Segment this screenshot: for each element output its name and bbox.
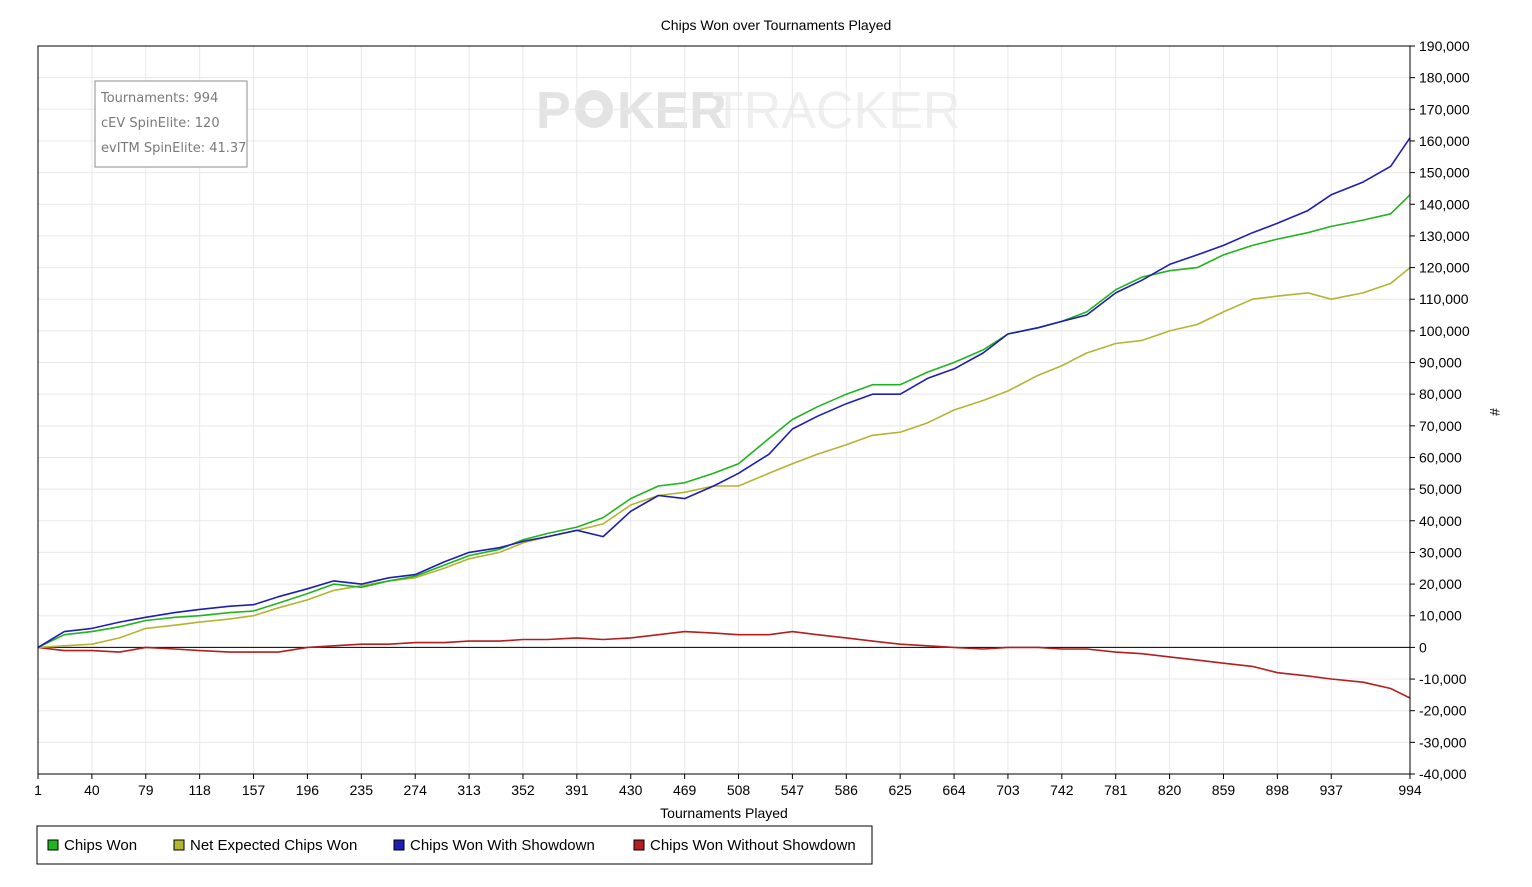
plot-border xyxy=(37,45,1411,775)
x-tick-label: 994 xyxy=(1398,782,1422,798)
y-tick-label: 150,000 xyxy=(1419,165,1470,181)
y-tick-label: 70,000 xyxy=(1419,418,1462,434)
legend-label: Chips Won With Showdown xyxy=(410,837,595,854)
legend-swatch xyxy=(393,839,405,851)
grid xyxy=(38,46,1410,774)
y-tick-label: 160,000 xyxy=(1419,133,1470,149)
series-line-net-expected-chips-won xyxy=(37,266,1411,649)
x-tick-label: 274 xyxy=(404,782,428,798)
y-tick-label: 50,000 xyxy=(1419,481,1462,497)
legend: Chips Won Net Expected Chips Won Chips Won… xyxy=(36,825,873,865)
y-tick-label: 110,000 xyxy=(1419,291,1469,307)
x-tick-label: 235 xyxy=(350,782,374,798)
series-line-chips-won-without-showdown xyxy=(37,630,1411,699)
legend-swatch xyxy=(47,839,59,851)
x-tick-label: 820 xyxy=(1158,782,1182,798)
x-tick-label: 898 xyxy=(1266,782,1290,798)
info-box-frame xyxy=(94,80,248,168)
y-axis-label: # xyxy=(1487,408,1503,416)
info-line-evitm: evITM SpinElite: 41.37 xyxy=(101,141,246,156)
x-tick-label: 118 xyxy=(188,782,211,798)
x-tick-label: 547 xyxy=(781,782,805,798)
legend-label: Net Expected Chips Won xyxy=(190,837,357,854)
x-tick-label: 508 xyxy=(727,782,751,798)
x-tick-label: 391 xyxy=(565,782,589,798)
legend-swatch xyxy=(633,839,645,851)
x-tick-label: 859 xyxy=(1212,782,1236,798)
x-tick-label: 430 xyxy=(619,782,643,798)
y-tick-label: 60,000 xyxy=(1419,449,1462,465)
y-tick-label: 130,000 xyxy=(1419,228,1470,244)
x-axis-label: Tournaments Played xyxy=(660,805,788,821)
y-tick-label: 30,000 xyxy=(1419,544,1462,560)
x-tick-label: 40 xyxy=(84,782,100,798)
x-tick-label: 1 xyxy=(34,782,42,798)
watermark-text-p: P xyxy=(536,82,571,140)
series-line-chips-won xyxy=(37,194,1411,649)
x-tick-label: 313 xyxy=(457,782,481,798)
y-tick-label: 40,000 xyxy=(1419,513,1462,529)
x-tick-label: 157 xyxy=(242,782,266,798)
x-tick-label: 469 xyxy=(673,782,697,798)
y-axis: 190,000 180,000 170,000 160,000 150,000 140,0… xyxy=(1410,38,1470,782)
y-tick-label: -40,000 xyxy=(1419,766,1467,782)
x-tick-label: 664 xyxy=(942,782,966,798)
watermark-text-ker: KER xyxy=(617,82,727,140)
series-line-chips-won-with-showdown xyxy=(37,137,1411,649)
chart-title: Chips Won over Tournaments Played xyxy=(661,17,892,33)
y-tick-label: 80,000 xyxy=(1419,386,1462,402)
y-tick-label: 90,000 xyxy=(1419,355,1462,371)
y-tick-label: -30,000 xyxy=(1419,734,1467,750)
info-box: Tournaments: 994 cEV SpinElite: 120 evIT… xyxy=(94,80,248,168)
info-line-tournaments: Tournaments: 994 xyxy=(100,91,218,106)
info-line-cev: cEV SpinElite: 120 xyxy=(101,116,220,131)
y-tick-label: 120,000 xyxy=(1419,260,1470,276)
y-tick-label: 100,000 xyxy=(1419,323,1470,339)
y-tick-label: 20,000 xyxy=(1419,576,1462,592)
y-tick-label: 0 xyxy=(1419,639,1427,655)
x-tick-label: 742 xyxy=(1050,782,1074,798)
y-tick-label: 190,000 xyxy=(1419,38,1470,54)
y-tick-label: -20,000 xyxy=(1419,703,1467,719)
legend-label: Chips Won xyxy=(64,837,137,854)
y-tick-label: 10,000 xyxy=(1419,608,1462,624)
watermark-logo: P KER TRACKER xyxy=(536,82,960,140)
legend-swatch xyxy=(173,839,185,851)
x-tick-label: 352 xyxy=(511,782,535,798)
x-tick-label: 937 xyxy=(1320,782,1344,798)
x-tick-label: 586 xyxy=(835,782,859,798)
watermark-text-tracker: TRACKER xyxy=(712,82,960,140)
x-tick-label: 703 xyxy=(996,782,1020,798)
y-tick-label: -10,000 xyxy=(1419,671,1467,687)
y-tick-label: 170,000 xyxy=(1419,101,1470,117)
x-tick-label: 781 xyxy=(1104,782,1128,798)
y-tick-label: 140,000 xyxy=(1419,196,1470,212)
y-tick-label: 180,000 xyxy=(1419,70,1470,86)
x-tick-label: 625 xyxy=(888,782,912,798)
legend-label: Chips Won Without Showdown xyxy=(650,837,856,854)
x-axis: 1 40 79 118 157 196 235 274 313 352 391 430 469 508 54… xyxy=(34,774,1422,798)
series-group xyxy=(37,137,1411,699)
x-tick-label: 79 xyxy=(138,782,154,798)
x-tick-label: 196 xyxy=(296,782,320,798)
